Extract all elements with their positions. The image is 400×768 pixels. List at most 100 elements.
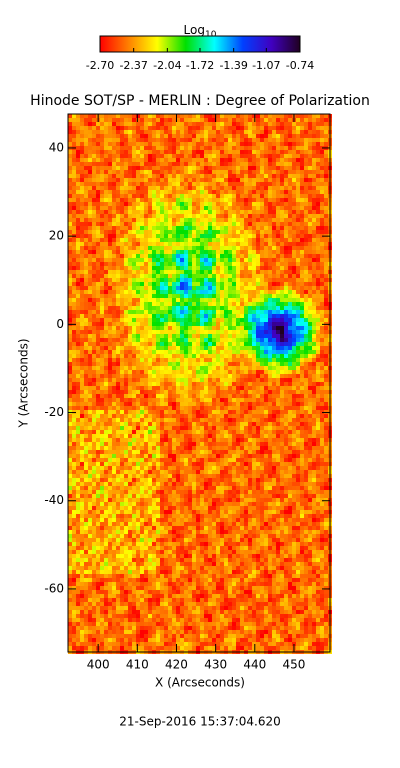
map-pixel: [148, 218, 152, 222]
map-pixel: [248, 206, 252, 210]
map-pixel: [216, 214, 220, 218]
map-pixel: [244, 294, 248, 298]
map-pixel: [224, 282, 228, 286]
map-pixel: [180, 338, 184, 342]
map-pixel: [224, 306, 228, 310]
map-pixel: [156, 378, 160, 382]
map-pixel: [156, 306, 160, 310]
map-pixel: [136, 138, 140, 142]
map-pixel: [252, 370, 256, 374]
map-pixel: [320, 398, 324, 402]
map-pixel: [200, 170, 204, 174]
map-pixel: [156, 182, 160, 186]
map-pixel: [240, 206, 244, 210]
map-pixel: [256, 310, 260, 314]
map-pixel: [240, 366, 244, 370]
map-pixel: [172, 198, 176, 202]
map-pixel: [128, 406, 132, 410]
map-pixel: [220, 310, 224, 314]
map-pixel: [208, 170, 212, 174]
map-pixel: [212, 306, 216, 310]
map-pixel: [228, 354, 232, 358]
map-pixel: [216, 290, 220, 294]
map-pixel: [252, 274, 256, 278]
map-pixel: [268, 338, 272, 342]
map-pixel: [112, 142, 116, 146]
map-pixel: [216, 210, 220, 214]
map-pixel: [272, 314, 276, 318]
map-pixel: [196, 342, 200, 346]
map-pixel: [124, 394, 128, 398]
map-pixel: [268, 146, 272, 150]
map-pixel: [180, 226, 184, 230]
map-pixel: [232, 246, 236, 250]
map-pixel: [188, 134, 192, 138]
map-pixel: [192, 338, 196, 342]
map-pixel: [124, 258, 128, 262]
map-pixel: [128, 314, 132, 318]
map-pixel: [196, 142, 200, 146]
map-pixel: [92, 198, 96, 202]
map-pixel: [320, 410, 324, 414]
map-pixel: [316, 218, 320, 222]
map-pixel: [228, 350, 232, 354]
map-pixel: [188, 290, 192, 294]
map-pixel: [84, 146, 88, 150]
map-pixel: [216, 362, 220, 366]
map-pixel: [68, 122, 72, 126]
map-pixel: [188, 286, 192, 290]
map-pixel: [100, 174, 104, 178]
map-pixel: [288, 346, 292, 350]
map-pixel: [136, 190, 140, 194]
map-pixel: [196, 302, 200, 306]
map-pixel: [280, 210, 284, 214]
map-pixel: [192, 238, 196, 242]
map-pixel: [120, 130, 124, 134]
map-pixel: [112, 298, 116, 302]
map-pixel: [180, 330, 184, 334]
map-pixel: [280, 190, 284, 194]
map-pixel: [176, 118, 180, 122]
map-pixel: [84, 406, 88, 410]
map-pixel: [292, 122, 296, 126]
map-pixel: [232, 386, 236, 390]
map-pixel: [100, 374, 104, 378]
map-pixel: [88, 298, 92, 302]
map-pixel: [96, 134, 100, 138]
map-pixel: [212, 314, 216, 318]
map-pixel: [180, 270, 184, 274]
map-pixel: [304, 290, 308, 294]
map-pixel: [272, 290, 276, 294]
map-pixel: [312, 302, 316, 306]
map-pixel: [92, 290, 96, 294]
map-pixel: [324, 218, 328, 222]
map-pixel: [260, 386, 264, 390]
map-pixel: [268, 190, 272, 194]
map-pixel: [132, 114, 136, 118]
map-pixel: [72, 190, 76, 194]
map-pixel: [212, 146, 216, 150]
map-pixel: [108, 182, 112, 186]
map-pixel: [296, 302, 300, 306]
map-pixel: [264, 190, 268, 194]
map-pixel: [228, 130, 232, 134]
map-pixel: [160, 242, 164, 246]
map-pixel: [260, 342, 264, 346]
map-pixel: [200, 218, 204, 222]
map-pixel: [116, 382, 120, 386]
map-pixel: [260, 198, 264, 202]
map-pixel: [200, 114, 204, 118]
map-pixel: [316, 338, 320, 342]
map-pixel: [284, 134, 288, 138]
map-pixel: [132, 118, 136, 122]
map-pixel: [212, 266, 216, 270]
map-pixel: [132, 338, 136, 342]
map-pixel: [232, 326, 236, 330]
map-pixel: [88, 358, 92, 362]
map-pixel: [156, 130, 160, 134]
map-pixel: [240, 250, 244, 254]
colorbar-title-sub: 10: [205, 30, 217, 40]
map-pixel: [104, 254, 108, 258]
map-pixel: [180, 174, 184, 178]
map-pixel: [316, 326, 320, 330]
